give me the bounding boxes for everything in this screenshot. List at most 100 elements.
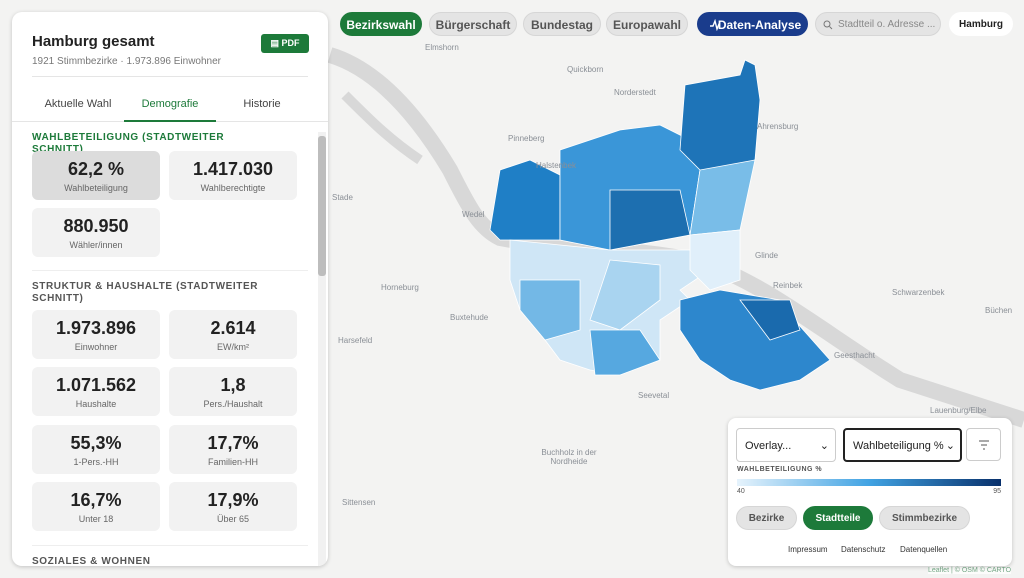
icon (710, 19, 720, 31)
stat-value: 1.417.030 (192, 159, 274, 179)
nav-button[interactable]: Bezirkswahl (340, 12, 422, 36)
stat-card: 62,2 % Wahlbeteiligung (32, 151, 160, 200)
place-label: Quickborn (567, 65, 604, 74)
search[interactable]: Stadtteil o. Adresse ... (815, 12, 941, 36)
section-heading: STRUKTUR & HAUSHALTE (STADTWEITER SCHNIT… (32, 281, 259, 304)
tab[interactable]: Historie (243, 98, 281, 110)
stat-label: Wähler/innen (69, 240, 123, 250)
district (589, 259, 661, 331)
nav-button[interactable]: Bürgerschaft (429, 12, 517, 36)
scrollbar-thumb[interactable] (318, 136, 326, 276)
stat-card: 880.950 Wähler/innen (32, 208, 160, 257)
footer-link[interactable]: Datenschutz (841, 545, 886, 554)
stat-label: Einwohner (74, 342, 118, 352)
place-label: Norderstedt (614, 88, 656, 97)
stat-card: 55,3% 1-Pers.-HH (32, 425, 160, 474)
stat-card: 17,9% Über 65 (169, 482, 297, 531)
place-label: Lauenburg/Elbe (930, 406, 987, 415)
section-heading: WAHLBETEILIGUNG (STADTWEITER SCHNITT) (32, 132, 225, 155)
place-label: Reinbek (773, 281, 803, 290)
district (689, 229, 741, 291)
chevron: ⌄ (945, 440, 955, 452)
divider (32, 270, 308, 271)
district (739, 299, 801, 341)
place-label: Sittensen (342, 498, 376, 507)
legend-max: 95 (993, 488, 1001, 495)
stat-value: 2.614 (210, 318, 256, 338)
side-panel: Hamburg gesamt 1921 Stimmbezirke · 1.973… (12, 12, 328, 566)
tab[interactable]: Demografie (141, 98, 199, 110)
place-label: Halstenbek (536, 161, 577, 170)
stat-card: 1,8 Pers./Haushalt (169, 367, 297, 416)
place-label: Wedel (462, 210, 485, 219)
place-label: Horneburg (381, 283, 419, 292)
place-label: Stade (332, 193, 353, 202)
stat-value: 62,2 % (67, 159, 125, 179)
stat-card: 1.071.562 Haushalte (32, 367, 160, 416)
footer-link[interactable]: Impressum (788, 545, 828, 554)
footer-link[interactable]: Datenquellen (900, 545, 948, 554)
control-panel: Overlay... ⌄ Wahlbeteiligung % ⌄ WAHLBETEI… (728, 418, 1012, 566)
divider (32, 545, 308, 546)
scrollbar[interactable] (318, 132, 326, 566)
district (679, 59, 761, 176)
section-heading: SOZIALES & WOHNEN (32, 556, 151, 566)
place-label: Geesthacht (834, 351, 875, 360)
stat-label: Haushalte (75, 399, 117, 409)
stat-label: Familien-HH (207, 457, 258, 467)
stat-label: 1-Pers.-HH (73, 457, 119, 467)
overlay-select[interactable]: Overlay... ⌄ (736, 428, 836, 462)
nav-button[interactable]: Europawahl (606, 12, 688, 36)
place-label: Ahrensburg (757, 122, 799, 131)
place-label: Buxtehude (450, 313, 489, 322)
location[interactable]: Hamburg (949, 12, 1013, 36)
stat-value: 17,9% (207, 490, 259, 510)
level-button[interactable]: Stadtteile (803, 506, 873, 530)
place-label: Harsefeld (338, 336, 373, 345)
district (679, 289, 831, 391)
stat-label: EW/km² (217, 342, 249, 352)
tab-indicator (124, 120, 216, 122)
label: Overlay... (745, 440, 792, 452)
legend-min: 40 (737, 488, 745, 495)
stat-value: 880.950 (63, 216, 129, 236)
stat-label: Wahlbeteiligung (64, 183, 128, 193)
district (519, 279, 581, 341)
icon (979, 440, 989, 450)
districts (489, 59, 831, 391)
legend-gradient (737, 479, 1001, 486)
place-label: Büchen (985, 306, 1013, 315)
place-label: Schwarzenbek (892, 288, 945, 297)
level-button[interactable]: Bezirke (736, 506, 797, 530)
stat-value: 1.973.896 (55, 318, 137, 338)
tab[interactable]: Aktuelle Wahl (44, 98, 112, 110)
label: Wahlbeteiligung % (853, 440, 944, 452)
nav-button[interactable]: Daten-Analyse (697, 12, 808, 36)
stat-value: 1.071.562 (55, 375, 137, 395)
legend-title: WAHLBETEILIGUNG % (737, 466, 823, 473)
nav-button[interactable]: Bundestag (523, 12, 601, 36)
label: Daten-Analyse (717, 18, 802, 32)
stat-value: 16,7% (70, 490, 122, 510)
level-button[interactable]: Stimmbezirke (879, 506, 970, 530)
stat-value: 17,7% (207, 433, 259, 453)
placeholder: Stadtteil o. Adresse ... (838, 19, 936, 30)
place-label: Seevetal (638, 391, 670, 400)
attribution[interactable]: Leaflet | © OSM © CARTO (928, 567, 1012, 574)
icon (823, 20, 833, 30)
place-label: Glinde (755, 251, 779, 260)
river-branch (341, 91, 423, 165)
stat-card: 1.973.896 Einwohner (32, 310, 160, 359)
stat-card: 1.417.030 Wahlberechtigte (169, 151, 297, 200)
stat-value: 1,8 (220, 375, 246, 395)
metric-select[interactable]: Wahlbeteiligung % ⌄ (843, 428, 962, 462)
divider (32, 76, 308, 77)
stat-label: Unter 18 (78, 514, 114, 524)
filter-button[interactable] (966, 428, 1001, 461)
place-label: Elmshorn (425, 43, 459, 52)
district (589, 329, 661, 376)
stat-label: Wahlberechtigte (200, 183, 266, 193)
panel-subtitle: 1921 Stimmbezirke · 1.973.896 Einwohner (32, 56, 221, 67)
pdf-button[interactable]: ▤ PDF (261, 34, 309, 53)
